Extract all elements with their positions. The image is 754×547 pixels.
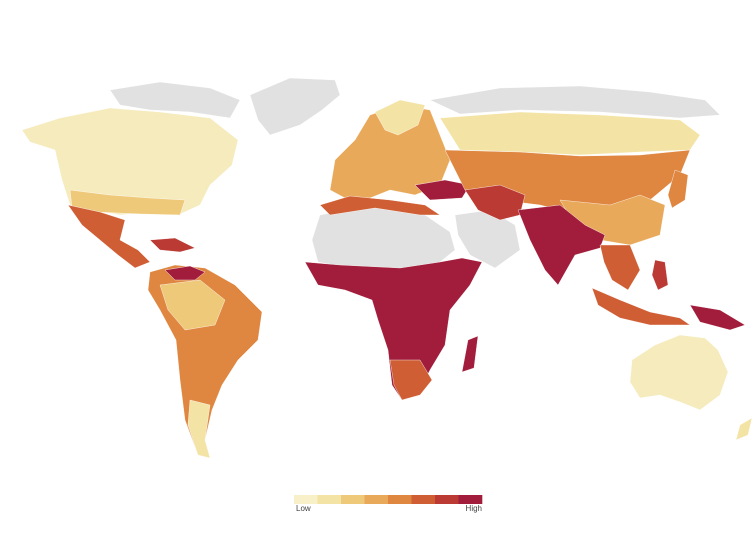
indonesia: [591, 287, 691, 326]
north-africa: [319, 195, 441, 216]
scandinavia: [374, 99, 426, 136]
russia: [439, 111, 701, 156]
southern-africa: [389, 359, 433, 401]
legend-swatch: [341, 495, 365, 504]
legend-swatch: [435, 495, 459, 504]
legend-swatch: [388, 495, 412, 504]
india: [517, 204, 606, 286]
madagascar: [461, 335, 479, 373]
siberia-north: [429, 85, 721, 119]
north-america: [21, 107, 239, 216]
legend-swatch: [294, 495, 318, 504]
philippines: [651, 259, 669, 291]
amazon: [159, 279, 226, 331]
legend-high-label: High: [466, 504, 482, 513]
australia: [629, 334, 729, 411]
legend-low-label: Low: [296, 504, 311, 513]
new-zealand: [735, 417, 753, 441]
se-asia: [599, 244, 641, 291]
greenland: [249, 77, 341, 136]
legend-swatch: [364, 495, 389, 504]
caribbean: [149, 237, 196, 253]
arctic-canada: [109, 81, 241, 119]
new-guinea: [689, 304, 746, 331]
japan: [667, 169, 689, 209]
patagonia: [187, 399, 211, 459]
legend-swatch: [411, 495, 436, 504]
legend-swatch: [458, 495, 483, 504]
africa: [304, 257, 483, 401]
mexico: [67, 204, 151, 269]
legend: Low High: [294, 495, 483, 513]
legend-swatch: [317, 495, 342, 504]
north-sa: [164, 265, 206, 281]
map-land: [21, 77, 753, 459]
